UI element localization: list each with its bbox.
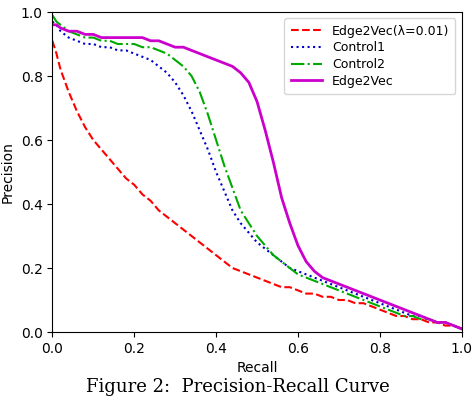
- Edge2Vec(λ=0.01): [295, 288, 301, 293]
- Edge2Vec: [50, 22, 55, 27]
- Edge2Vec(λ=0.01): [426, 320, 432, 325]
- Line: Edge2Vec: Edge2Vec: [52, 25, 462, 329]
- Line: Edge2Vec(λ=0.01): Edge2Vec(λ=0.01): [52, 41, 462, 329]
- Control1: [238, 221, 244, 226]
- Control1: [74, 38, 80, 43]
- Edge2Vec(λ=0.01): [311, 291, 317, 296]
- Y-axis label: Precision: Precision: [1, 141, 15, 203]
- Control1: [311, 275, 317, 280]
- Control2: [50, 13, 55, 18]
- Control2: [188, 74, 194, 78]
- Legend: Edge2Vec(λ=0.01), Control1, Control2, Edge2Vec: Edge2Vec(λ=0.01), Control1, Control2, Ed…: [284, 18, 456, 94]
- Control2: [238, 208, 244, 213]
- Control1: [188, 109, 194, 114]
- Edge2Vec: [188, 48, 194, 53]
- Edge2Vec: [238, 70, 244, 75]
- Edge2Vec(λ=0.01): [459, 326, 465, 331]
- Control2: [74, 32, 80, 37]
- Edge2Vec: [311, 269, 317, 274]
- Control2: [426, 317, 432, 322]
- Edge2Vec: [295, 243, 301, 248]
- Edge2Vec(λ=0.01): [238, 269, 244, 274]
- Edge2Vec: [74, 29, 80, 34]
- Text: Figure 2:  Precision-Recall Curve: Figure 2: Precision-Recall Curve: [86, 378, 390, 396]
- Edge2Vec: [459, 326, 465, 331]
- Control1: [426, 317, 432, 322]
- Control2: [295, 272, 301, 277]
- Control1: [295, 269, 301, 274]
- Line: Control1: Control1: [52, 22, 462, 329]
- Control2: [459, 326, 465, 331]
- Edge2Vec(λ=0.01): [74, 109, 80, 114]
- Edge2Vec(λ=0.01): [50, 38, 55, 43]
- Line: Control2: Control2: [52, 15, 462, 329]
- X-axis label: Recall: Recall: [236, 361, 278, 375]
- Control2: [311, 278, 317, 283]
- Control1: [459, 326, 465, 331]
- Edge2Vec: [426, 317, 432, 322]
- Edge2Vec(λ=0.01): [188, 234, 194, 238]
- Control1: [50, 19, 55, 24]
